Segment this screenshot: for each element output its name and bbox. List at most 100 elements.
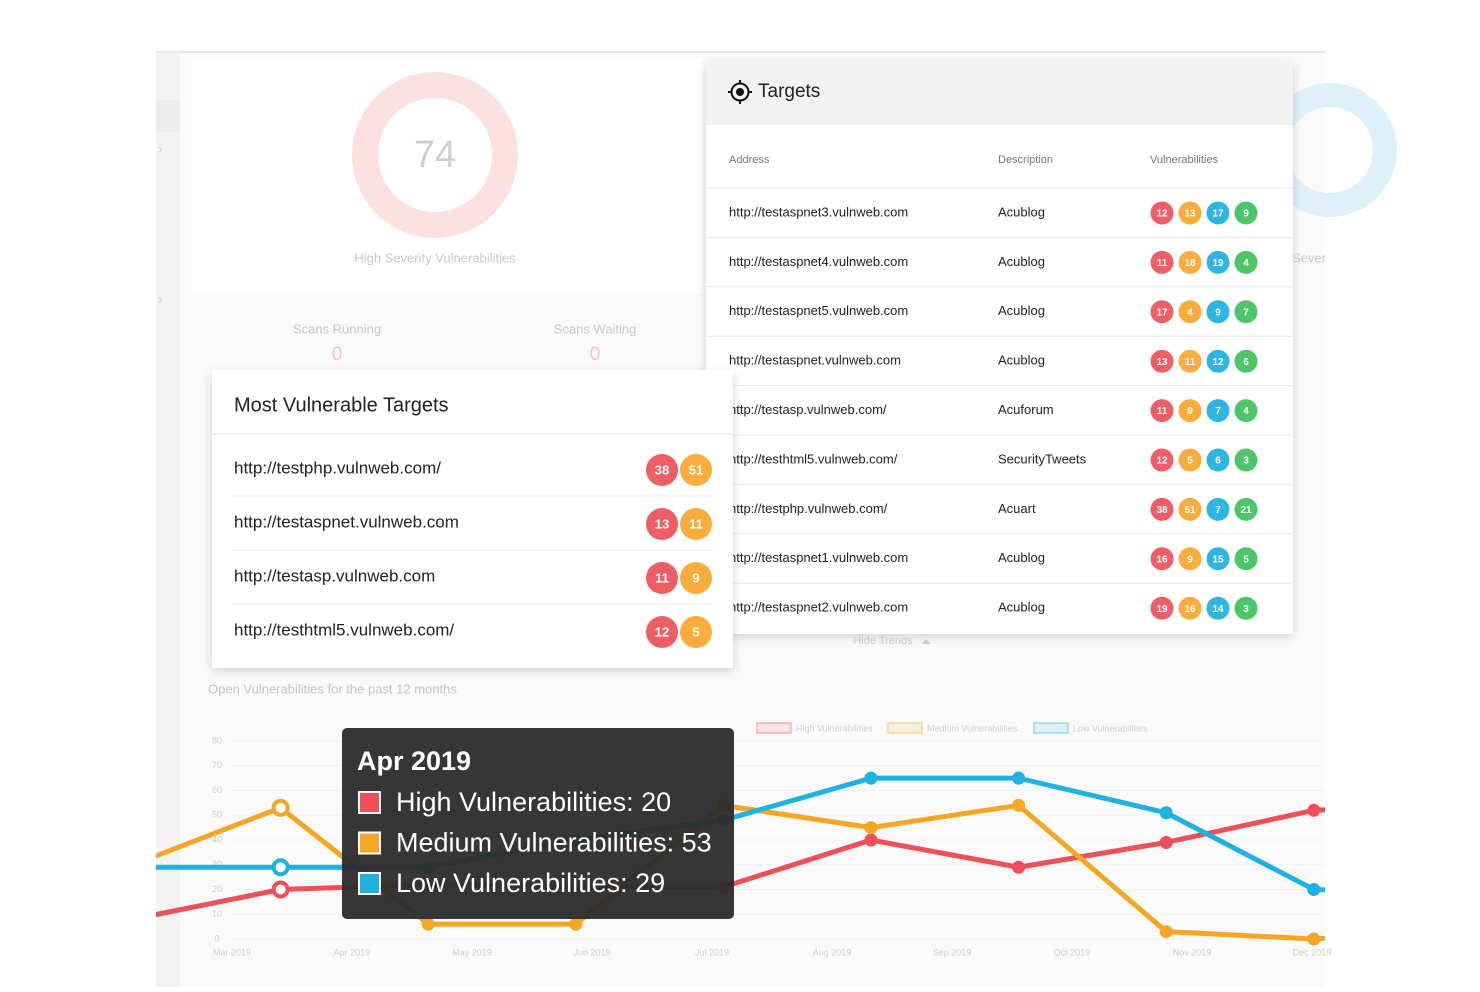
vulnerability-badge	[1150, 349, 1174, 373]
panels: Targets Address Description Vulnerabilities…	[212, 62, 1293, 919]
badge-count: 3	[1243, 456, 1249, 467]
x-tick-label: Mar 2019	[213, 947, 251, 957]
vulnerability-badge	[1234, 300, 1258, 324]
tooltip-item: Medium Vulnerabilities: 53	[396, 828, 712, 858]
badge-count: 13	[1156, 357, 1168, 368]
target-address: http://testhtml5.vulnweb.com/	[234, 620, 454, 639]
vulnerability-badge	[646, 508, 678, 540]
data-point	[864, 771, 878, 785]
tooltip-swatch	[358, 872, 381, 895]
data-point	[1307, 932, 1321, 946]
vulnerability-badge	[1206, 349, 1230, 373]
vulnerability-badge	[1178, 497, 1202, 521]
target-description: SecurityTweets	[998, 451, 1087, 466]
target-description: Acublog	[998, 353, 1045, 368]
tooltip-swatch	[358, 791, 381, 814]
target-address: http://testphp.vulnweb.com/	[234, 458, 441, 477]
target-address: http://testaspnet2.vulnweb.com	[729, 600, 908, 615]
y-tick-label: 50	[212, 810, 222, 820]
data-point	[127, 861, 140, 874]
x-tick-label: May 2019	[452, 947, 492, 957]
data-point	[127, 858, 140, 871]
target-address: http://testaspnet.vulnweb.com	[234, 512, 459, 531]
vulnerability-badge	[680, 616, 712, 648]
chevron-icon: ›	[158, 141, 163, 157]
vulnerability-badge	[1178, 349, 1202, 373]
data-point	[1307, 803, 1321, 817]
badge-count: 9	[1187, 406, 1193, 417]
badge-count: 15	[1212, 554, 1224, 565]
column-header: Vulnerabilities	[1150, 154, 1219, 166]
badge-count: 7	[1243, 307, 1249, 318]
vulnerability-badge	[1206, 201, 1230, 225]
badge-count: 11	[1157, 406, 1168, 417]
badge-count: 19	[1212, 258, 1224, 269]
severity-donut	[352, 72, 518, 238]
badge-count: 17	[1212, 209, 1224, 220]
target-icon	[736, 88, 744, 96]
badge-count: 13	[655, 516, 669, 531]
legend-label: High Vulnerabilities	[796, 723, 873, 733]
badge-count: 19	[1156, 604, 1168, 615]
badge-count: 13	[1184, 209, 1196, 220]
scans-value: 0	[332, 344, 343, 365]
vulnerability-badge	[680, 454, 712, 486]
vulnerability-badge	[1178, 547, 1202, 571]
target-description: Acublog	[998, 600, 1045, 615]
vulnerability-badge	[1150, 596, 1174, 620]
target-description: Acublog	[998, 204, 1045, 219]
column-header: Address	[729, 154, 770, 166]
vulnerability-badge	[1178, 250, 1202, 274]
severity-count: 74	[414, 134, 456, 176]
vulnerability-badge	[1178, 448, 1202, 472]
target-address: http://testasp.vulnweb.com	[234, 566, 435, 585]
badge-count: 11	[655, 570, 669, 585]
vulnerability-badge	[1206, 250, 1230, 274]
target-description: Acublog	[998, 303, 1045, 318]
chart-tooltip: Apr 2019 High Vulnerabilities: 20 Medium V…	[342, 728, 734, 919]
target-address: http://testhtml5.vulnweb.com/	[729, 451, 898, 466]
data-point	[1455, 923, 1468, 936]
x-tick-label: Jul 2019	[695, 947, 729, 957]
y-tick-label: 20	[212, 884, 222, 894]
panel-header	[706, 62, 1293, 125]
badge-count: 38	[655, 462, 669, 477]
vulnerability-badge	[1150, 547, 1174, 571]
vulnerability-badge	[1234, 596, 1258, 620]
data-point	[1012, 860, 1026, 874]
vulnerability-badge	[1234, 547, 1258, 571]
scans-label: Scans Waiting	[554, 321, 637, 336]
trend-chart: Open Vulnerabilities for the past 12 mon…	[127, 681, 1468, 957]
vulnerability-badge	[1178, 399, 1202, 423]
vulnerability-badge	[1206, 547, 1230, 571]
badge-count: 16	[1184, 604, 1196, 615]
hide-trends-link: Hide Trends	[853, 635, 913, 647]
vulnerability-badge	[1178, 596, 1202, 620]
vulnerability-badge	[1234, 399, 1258, 423]
sidebar-item	[156, 100, 180, 132]
legend-label: Medium Vulnerabilities	[927, 723, 1018, 733]
target-description: Acuforum	[998, 402, 1054, 417]
tooltip-item: Low Vulnerabilities: 29	[396, 868, 665, 898]
badge-count: 4	[1187, 307, 1193, 318]
badge-count: 11	[1185, 357, 1196, 368]
panel-title: Targets	[758, 81, 820, 102]
vulnerability-badge	[1206, 399, 1230, 423]
panel-title: Most Vulnerable Targets	[234, 394, 449, 416]
badge-count: 17	[1156, 307, 1168, 318]
targets-panel: Targets Address Description Vulnerabilities…	[706, 62, 1293, 634]
badge-count: 6	[1215, 456, 1221, 467]
vulnerability-badge	[1234, 250, 1258, 274]
badge-count: 16	[1156, 554, 1168, 565]
badge-count: 51	[1184, 505, 1196, 516]
severity-label: Sever	[1292, 250, 1327, 265]
data-point	[1455, 888, 1468, 901]
x-tick-label: Apr 2019	[334, 947, 371, 957]
vulnerability-badge	[1150, 300, 1174, 324]
tooltip-box	[342, 728, 734, 919]
most-vulnerable-panel: Most Vulnerable Targets http://testphp.vu…	[212, 370, 733, 668]
vulnerability-badge	[646, 616, 678, 648]
